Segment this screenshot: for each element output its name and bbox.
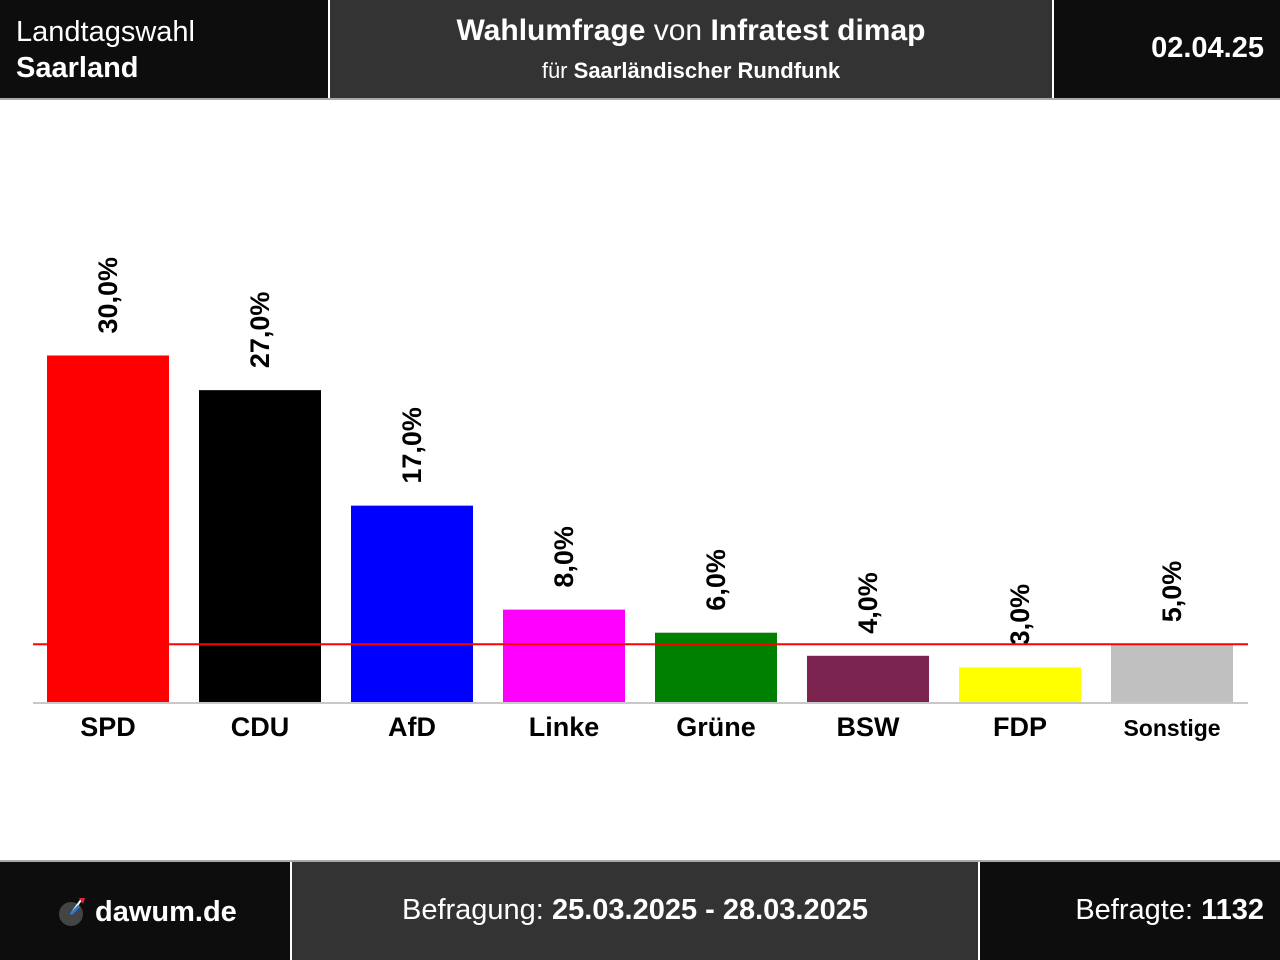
value-label: 3,0% (1005, 584, 1035, 646)
bar-bsw (807, 655, 929, 702)
category-label: Sonstige (1123, 715, 1220, 741)
poll-title: Wahlumfrage von Infratest dimap (330, 14, 1052, 48)
respondents: Befragte: 1132 (1075, 894, 1264, 927)
value-label: 5,0% (1157, 561, 1187, 623)
publish-date: 02.04.25 (1151, 32, 1264, 64)
category-label: BSW (837, 712, 901, 742)
client-prefix: für (541, 58, 568, 83)
value-label: 8,0% (549, 526, 579, 588)
respondents-label: Befragte: (1075, 894, 1194, 926)
footer-divider (0, 860, 1280, 862)
survey-label: Befragung: (401, 894, 544, 926)
poll-client: für Saarländischer Rundfunk (330, 58, 1052, 84)
footer-site-panel: dawum.de (0, 862, 290, 960)
survey-period: Befragung: 25.03.2025 - 28.03.2025 (292, 894, 978, 927)
bar-cdu (199, 390, 321, 702)
bar-spd (47, 355, 169, 702)
category-label: SPD (80, 712, 136, 742)
footer-survey-panel: Befragung: 25.03.2025 - 28.03.2025 (292, 862, 978, 960)
client-name: Saarländischer Rundfunk (573, 58, 841, 83)
value-label: 6,0% (701, 549, 731, 611)
category-label: Linke (529, 712, 600, 742)
value-label: 30,0% (93, 257, 123, 334)
bar-linke (503, 609, 625, 702)
value-label: 27,0% (245, 292, 275, 369)
bar-afd (351, 505, 473, 702)
title-word: Wahlumfrage (456, 14, 646, 47)
election-label: Landtagswahl (16, 16, 195, 48)
dawum-logo-icon (59, 898, 85, 926)
respondents-count: 1132 (1201, 894, 1264, 926)
category-label: AfD (388, 712, 436, 742)
title-connector: von (653, 14, 703, 47)
region-name: Saarland (16, 52, 139, 84)
site-name[interactable]: dawum.de (95, 896, 237, 928)
bar-fdp (959, 667, 1081, 702)
bar-sonstige (1111, 644, 1233, 702)
category-label: CDU (231, 712, 290, 742)
header-date-panel: 02.04.25 (1054, 0, 1280, 98)
survey-dates: 25.03.2025 - 28.03.2025 (551, 894, 868, 926)
bar-grüne (655, 632, 777, 702)
poll-bar-chart: 30,0% SPD 27,0% CDU 17,0% AfD 8,0% Linke 6,0% Grü… (33, 257, 1248, 742)
header-divider (0, 98, 1280, 100)
value-label: 17,0% (397, 407, 427, 484)
header-title-panel: Wahlumfrage von Infratest dimap für Saar… (330, 0, 1052, 98)
value-label: 4,0% (853, 572, 883, 634)
category-label: Grüne (676, 712, 756, 742)
footer-respondents-panel: Befragte: 1132 (980, 862, 1280, 960)
institute-name: Infratest dimap (710, 14, 926, 47)
header-region-panel: Landtagswahl Saarland (0, 0, 328, 98)
category-label: FDP (993, 712, 1047, 742)
